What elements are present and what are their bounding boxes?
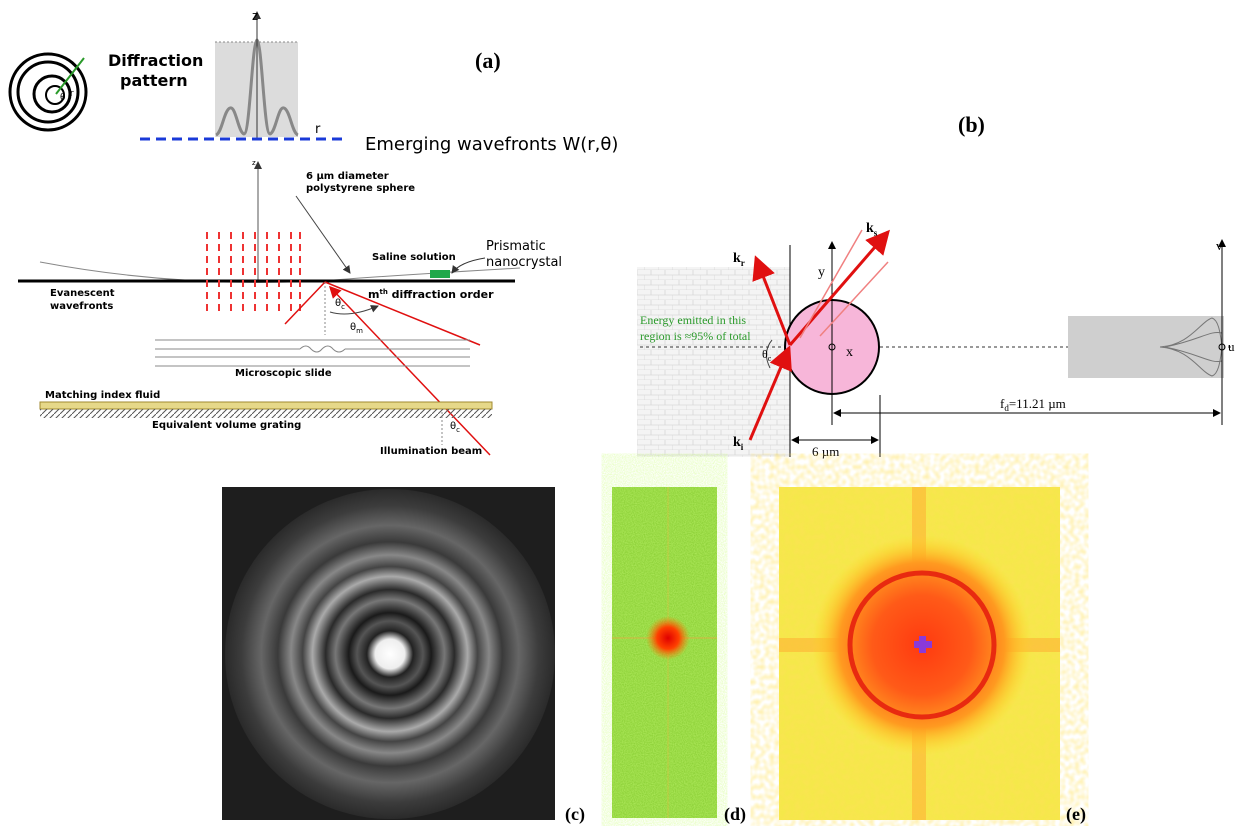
- label-part: c: [456, 426, 460, 434]
- panel-b: (b) Energy emitted in this region is ≈95…: [637, 112, 1235, 459]
- ring-label: r: [70, 89, 74, 99]
- shape-circle: [225, 489, 555, 819]
- shape-line: [330, 287, 490, 455]
- label-part: k: [733, 435, 741, 450]
- panel-label: (e): [1066, 804, 1086, 825]
- angle-label: θc: [335, 298, 345, 311]
- panel-label: (c): [565, 804, 585, 825]
- vector-label: kr: [733, 251, 745, 268]
- caption: Equivalent volume grating: [152, 420, 301, 431]
- label-part: m: [368, 288, 379, 301]
- note: Energy emitted in this: [640, 313, 746, 327]
- axis-label: u: [1228, 339, 1235, 354]
- shape-rect: [1068, 316, 1224, 378]
- panel-label: (a): [475, 48, 501, 73]
- label-part: k: [733, 251, 741, 266]
- caption: pattern: [120, 71, 188, 90]
- caption: mth diffraction order: [368, 288, 494, 301]
- shape-line: [285, 282, 325, 324]
- caption: polystyrene sphere: [306, 183, 415, 194]
- shape-rect: [40, 402, 492, 409]
- shape-circle: [646, 616, 690, 660]
- label-part: th: [379, 288, 387, 296]
- panel-c: (c): [222, 487, 585, 825]
- shape-circle: [10, 54, 86, 130]
- panel-label: (b): [958, 112, 985, 137]
- panel-d: (d): [612, 487, 746, 825]
- axis-label: z: [252, 159, 256, 167]
- panel-label: (d): [724, 804, 746, 825]
- label-part: =11.21 µm: [1009, 396, 1066, 411]
- label-part: c: [341, 303, 345, 311]
- shape-rect: [40, 409, 492, 418]
- shape-g: [10, 54, 86, 130]
- figure: θ r Diffraction pattern z r Emerging wav…: [0, 0, 1238, 826]
- page: {"panel_a": {"label": "(a)", "diffractio…: [0, 0, 1238, 826]
- note: region is ≈95% of total: [640, 329, 751, 343]
- panel-e: (e): [779, 487, 1086, 825]
- label-part: s: [874, 228, 878, 238]
- label-part: c: [768, 354, 772, 363]
- shape-rect: [430, 270, 450, 278]
- shape-g: [155, 340, 470, 366]
- caption: wavefronts: [50, 301, 113, 312]
- shape-path: [300, 346, 345, 352]
- label-part: k: [866, 221, 874, 236]
- caption: Illumination beam: [380, 446, 482, 457]
- axis-label: r: [315, 122, 321, 137]
- angle-label: θm: [350, 322, 363, 335]
- caption: Prismatic: [486, 239, 546, 254]
- caption: Evanescent: [50, 288, 115, 299]
- axis-label: y: [818, 265, 825, 280]
- dimension-label: 6 µm: [812, 444, 839, 459]
- dimension-label: fd=11.21 µm: [1000, 396, 1066, 413]
- caption: Saline solution: [372, 252, 456, 263]
- label-part: r: [741, 258, 745, 268]
- panel-a: θ r Diffraction pattern z r Emerging wav…: [10, 9, 618, 457]
- caption: Emerging wavefronts W(r,θ): [365, 134, 618, 155]
- caption: Microscopic slide: [235, 368, 332, 379]
- shape-g: [207, 232, 300, 312]
- ring-label: θ: [60, 93, 66, 103]
- label-part: m: [356, 327, 363, 335]
- axis-label: v: [1216, 238, 1223, 253]
- vector-label: ks: [866, 221, 878, 238]
- shape-rect: [919, 636, 926, 653]
- caption: nanocrystal: [486, 255, 562, 270]
- shape-line: [296, 196, 350, 273]
- label-part: diffraction order: [388, 288, 494, 301]
- caption: 6 µm diameter: [306, 171, 389, 182]
- axis-label: x: [846, 345, 853, 360]
- caption: Diffraction: [108, 51, 203, 70]
- caption: Matching index fluid: [45, 390, 160, 401]
- axis-label: z: [252, 9, 258, 23]
